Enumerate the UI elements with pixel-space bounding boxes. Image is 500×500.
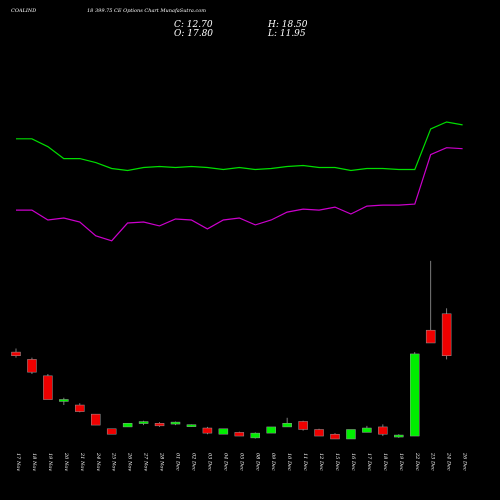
candle-body [138,421,149,424]
candle-body [91,413,101,426]
candle [346,429,356,440]
x-axis-tick-labels: 17 Nov 18 Nov 19 Nov 20 Nov 21 Nov 24 Nov 25 N… [15,452,468,471]
candle-body [266,426,276,434]
candle [202,426,213,435]
x-tick-label: 20 Nov [63,452,69,471]
x-tick-label: 16 Dec [350,453,356,471]
x-tick-label: 18 Nov [31,453,37,471]
candle [425,260,436,344]
candle-body [425,329,436,344]
open-value: O: 17.80 [174,29,213,39]
x-tick-label: 23 Dec [430,452,436,471]
x-tick-label: 08 Dec [254,453,260,471]
candle-body [59,399,69,402]
candle-body [202,427,213,434]
candlestick-series [11,260,452,440]
candle-body [11,351,21,357]
candle-body [378,426,388,435]
candle [314,428,324,437]
high-value: H: 18.50 [267,20,308,30]
candle-body [234,432,245,437]
candle [27,357,37,374]
candle-body [362,427,372,433]
candle [218,428,229,435]
x-tick-label: 26 Dec [462,452,468,471]
candle [75,403,85,413]
candle [186,424,197,427]
x-tick-label: 19 Nov [47,453,53,471]
candle [362,425,372,433]
candle [106,428,117,435]
x-tick-label: 03 Dec [206,453,212,471]
candle [282,417,292,428]
candle-body [27,359,37,373]
candle [234,431,245,437]
candle-body [122,423,133,428]
x-tick-label: 02 Dec [190,453,196,471]
candle [266,426,276,434]
green-indicator-line [16,121,463,172]
candle [330,433,340,440]
candle [441,308,452,360]
candle-body [346,429,356,440]
candle [378,424,388,437]
x-tick-label: 17 Nov [15,453,21,471]
candle-body [298,421,308,430]
x-tick-label: 15 Dec [334,453,340,471]
x-tick-label: 05 Dec [238,453,244,471]
x-tick-label: 19 Dec [398,453,404,471]
candle-body [218,428,229,435]
candle-body [43,375,53,400]
x-tick-label: 10 Dec [286,453,292,471]
x-tick-label: 24 Dec [446,452,452,471]
close-value: C: 12.70 [174,20,213,30]
x-tick-label: 12 Dec [318,453,324,471]
x-tick-label: 25 Nov [111,452,117,471]
chart-title: 18 399.75 CE Options Chart MunafaSutra.c… [87,8,206,14]
x-tick-label: 04 Dec [222,453,228,471]
candle [91,413,101,426]
candle [43,374,53,400]
x-tick-label: 11 Dec [302,453,308,471]
magenta-indicator-line [16,147,463,242]
symbol-label: COALIND [11,8,36,14]
x-tick-label: 28 Nov [159,452,165,471]
candle-body [314,429,324,437]
candle [298,420,308,431]
x-tick-label: 17 Dec [366,453,372,471]
candle-body [410,353,420,437]
candle-body [282,423,292,428]
candle [170,421,181,426]
x-tick-label: 01 Dec [175,453,181,471]
candle-body [75,404,85,412]
x-tick-label: 24 Nov [95,452,101,471]
candle-body [154,423,165,427]
low-value: L: 11.95 [267,29,306,39]
x-tick-label: 09 Dec [270,453,276,471]
x-tick-label: 21 Nov [79,452,85,471]
candle [410,352,420,437]
candle-body [441,313,452,356]
candle [11,348,21,358]
candle [59,397,69,406]
candle [394,434,404,438]
x-tick-label: 26 Nov [127,452,133,471]
candle-body [106,428,117,435]
candle-body [250,432,260,439]
candle [122,423,133,428]
candle-body [330,433,340,440]
indicator-lines [16,121,463,242]
candle-body [170,421,181,425]
x-tick-label: 27 Nov [143,452,149,471]
candle [138,420,149,426]
candle [154,422,165,427]
x-tick-label: 22 Dec [414,452,420,471]
candle-body [186,424,197,427]
candle [250,432,260,439]
x-tick-label: 18 Dec [382,453,388,471]
candle-body [394,434,404,438]
